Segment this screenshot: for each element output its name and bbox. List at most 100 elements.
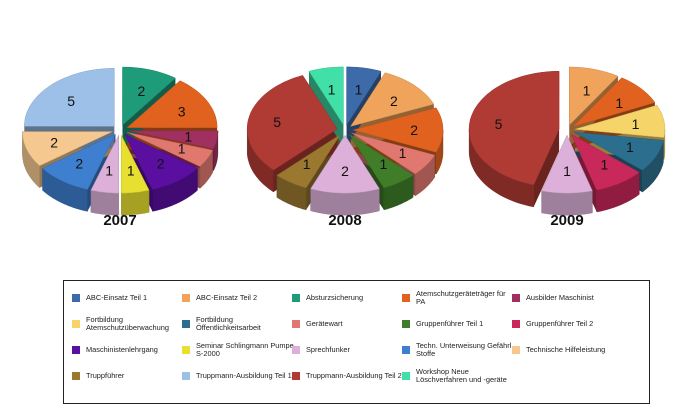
pie-slice-0-6 xyxy=(90,135,119,194)
legend-label: Fortbildung Atemschutzüberwachung xyxy=(86,314,169,332)
legend-swatch xyxy=(72,372,80,380)
legend-item: Gruppenführer Teil 2 xyxy=(512,311,624,337)
legend-item: Atemschutzgeräteträger für PA xyxy=(402,285,514,311)
data-label: 1 xyxy=(380,156,388,172)
data-label: 1 xyxy=(626,139,634,155)
legend-item: Maschinistenlehrgang xyxy=(72,337,184,363)
legend-swatch xyxy=(182,346,190,354)
chart-title: 2007 xyxy=(103,212,136,229)
legend-label: Atemschutzgeräteträger für PA xyxy=(416,288,506,306)
legend: ABC-Einsatz Teil 1 ABC-Einsatz Teil 2 Abst… xyxy=(63,280,650,404)
pie-slice-0-5 xyxy=(121,135,150,194)
legend-label: ABC-Einsatz Teil 2 xyxy=(196,292,258,302)
data-label: 5 xyxy=(273,114,281,130)
legend-swatch xyxy=(292,294,300,302)
legend-item: Gruppenführer Teil 1 xyxy=(402,311,514,337)
legend-swatch xyxy=(182,372,190,380)
pie-slice-2-0 xyxy=(569,66,619,126)
pie-slice-2-4 xyxy=(570,133,640,191)
pie-slice-1-3 xyxy=(351,132,436,175)
legend-swatch xyxy=(292,346,300,354)
data-label: 1 xyxy=(105,163,113,179)
data-label: 1 xyxy=(399,145,407,161)
legend-label: Technische Hilfeleistung xyxy=(526,344,606,354)
legend-swatch xyxy=(292,320,300,328)
data-label: 5 xyxy=(495,116,503,132)
chart-title: 2009 xyxy=(550,212,583,229)
pie-slice-1-4 xyxy=(349,134,414,189)
legend-label: Truppführer xyxy=(86,370,125,380)
data-label: 1 xyxy=(303,156,311,172)
pie-slice-0-9 xyxy=(24,68,115,127)
legend-swatch xyxy=(402,346,410,354)
pie-slice-0-1 xyxy=(126,80,218,128)
legend-label: Workshop Neue Löschverfahren und -geräte xyxy=(416,366,507,384)
pie-slice-2-3 xyxy=(574,131,664,171)
legend-item: Gerätewart xyxy=(292,311,404,337)
data-label: 1 xyxy=(178,141,186,157)
legend-item: ABC-Einsatz Teil 2 xyxy=(182,285,294,311)
legend-item: Truppführer xyxy=(72,363,184,389)
chart-title: 2008 xyxy=(328,212,361,229)
legend-swatch xyxy=(402,294,410,302)
legend-label: Gruppenführer Teil 2 xyxy=(526,318,594,328)
data-label: 1 xyxy=(355,82,363,98)
data-label: 2 xyxy=(390,93,398,109)
legend-item: Fortbildung Öffentlichkeitsarbeit xyxy=(182,311,294,337)
pie-slice-2-5 xyxy=(541,134,593,194)
legend-label: Gerätewart xyxy=(306,318,343,328)
pie-slice-1-7 xyxy=(246,75,338,171)
data-label: 3 xyxy=(178,103,186,119)
data-label: 1 xyxy=(563,163,571,179)
legend-swatch xyxy=(72,294,80,302)
legend-swatch xyxy=(512,346,520,354)
legend-item: Workshop Neue Löschverfahren und -geräte xyxy=(402,363,514,389)
legend-label: Absturzsicherung xyxy=(306,292,364,302)
legend-label: Seminar Schlingmann Pumpe S-2000 xyxy=(196,340,294,358)
legend-swatch xyxy=(182,294,190,302)
legend-label: Sprechfunker xyxy=(306,344,350,354)
legend-item: Fortbildung Atemschutzüberwachung xyxy=(72,311,184,337)
pie-slice-1-5 xyxy=(310,134,380,194)
data-label: 1 xyxy=(583,83,591,99)
data-label: 1 xyxy=(184,128,192,144)
legend-item: Truppmann-Ausbildung Teil 1 xyxy=(182,363,294,389)
data-label: 2 xyxy=(50,135,58,151)
legend-item: ABC-Einsatz Teil 1 xyxy=(72,285,184,311)
data-label: 2 xyxy=(157,155,165,171)
legend-swatch xyxy=(292,372,300,380)
pie-slice-wall xyxy=(533,129,560,207)
legend-swatch xyxy=(512,294,520,302)
data-label: 5 xyxy=(67,93,75,109)
pie-slice-0-3 xyxy=(127,132,214,167)
data-label: 2 xyxy=(410,122,418,138)
data-label: 2 xyxy=(138,83,146,99)
data-label: 1 xyxy=(127,163,135,179)
data-label: 1 xyxy=(601,157,609,173)
pie-slice-1-8 xyxy=(308,66,344,126)
data-label: 1 xyxy=(632,116,640,132)
pie-slice-1-2 xyxy=(352,107,444,153)
legend-label: Truppmann-Ausbildung Teil 2 xyxy=(306,370,402,380)
pie-slice-1-6 xyxy=(276,134,341,189)
pie-slice-0-7 xyxy=(42,133,116,190)
legend-item: Absturzsicherung xyxy=(292,285,404,311)
pie-slice-0-0 xyxy=(122,66,176,126)
legend-item: Truppmann-Ausbildung Teil 2 xyxy=(292,363,404,389)
legend-swatch xyxy=(512,320,520,328)
pie-slice-0-2 xyxy=(127,130,219,149)
legend-item: Sprechfunker xyxy=(292,337,404,363)
pie-slice-2-1 xyxy=(572,77,656,127)
legend-swatch xyxy=(72,320,80,328)
legend-label: Ausbilder Maschinist xyxy=(526,292,594,302)
pie-slice-1-0 xyxy=(346,66,382,126)
data-label: 1 xyxy=(328,82,336,98)
data-label: 1 xyxy=(615,95,623,111)
legend-item: Seminar Schlingmann Pumpe S-2000 xyxy=(182,337,294,363)
legend-item: Ausbilder Maschinist xyxy=(512,285,624,311)
pie-slice-0-8 xyxy=(22,131,113,166)
